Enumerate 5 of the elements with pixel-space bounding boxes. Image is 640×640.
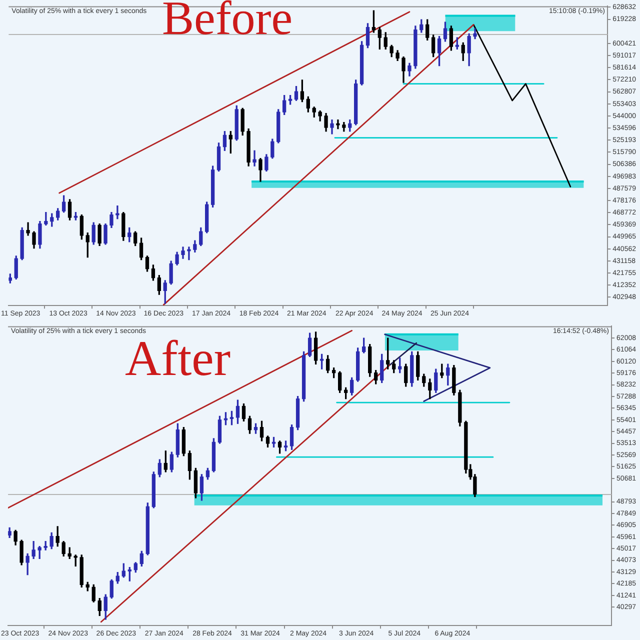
candlestick xyxy=(252,150,256,166)
candlestick xyxy=(44,212,48,226)
candlestick xyxy=(336,119,340,130)
candlestick xyxy=(26,222,30,236)
candlestick xyxy=(187,246,191,260)
